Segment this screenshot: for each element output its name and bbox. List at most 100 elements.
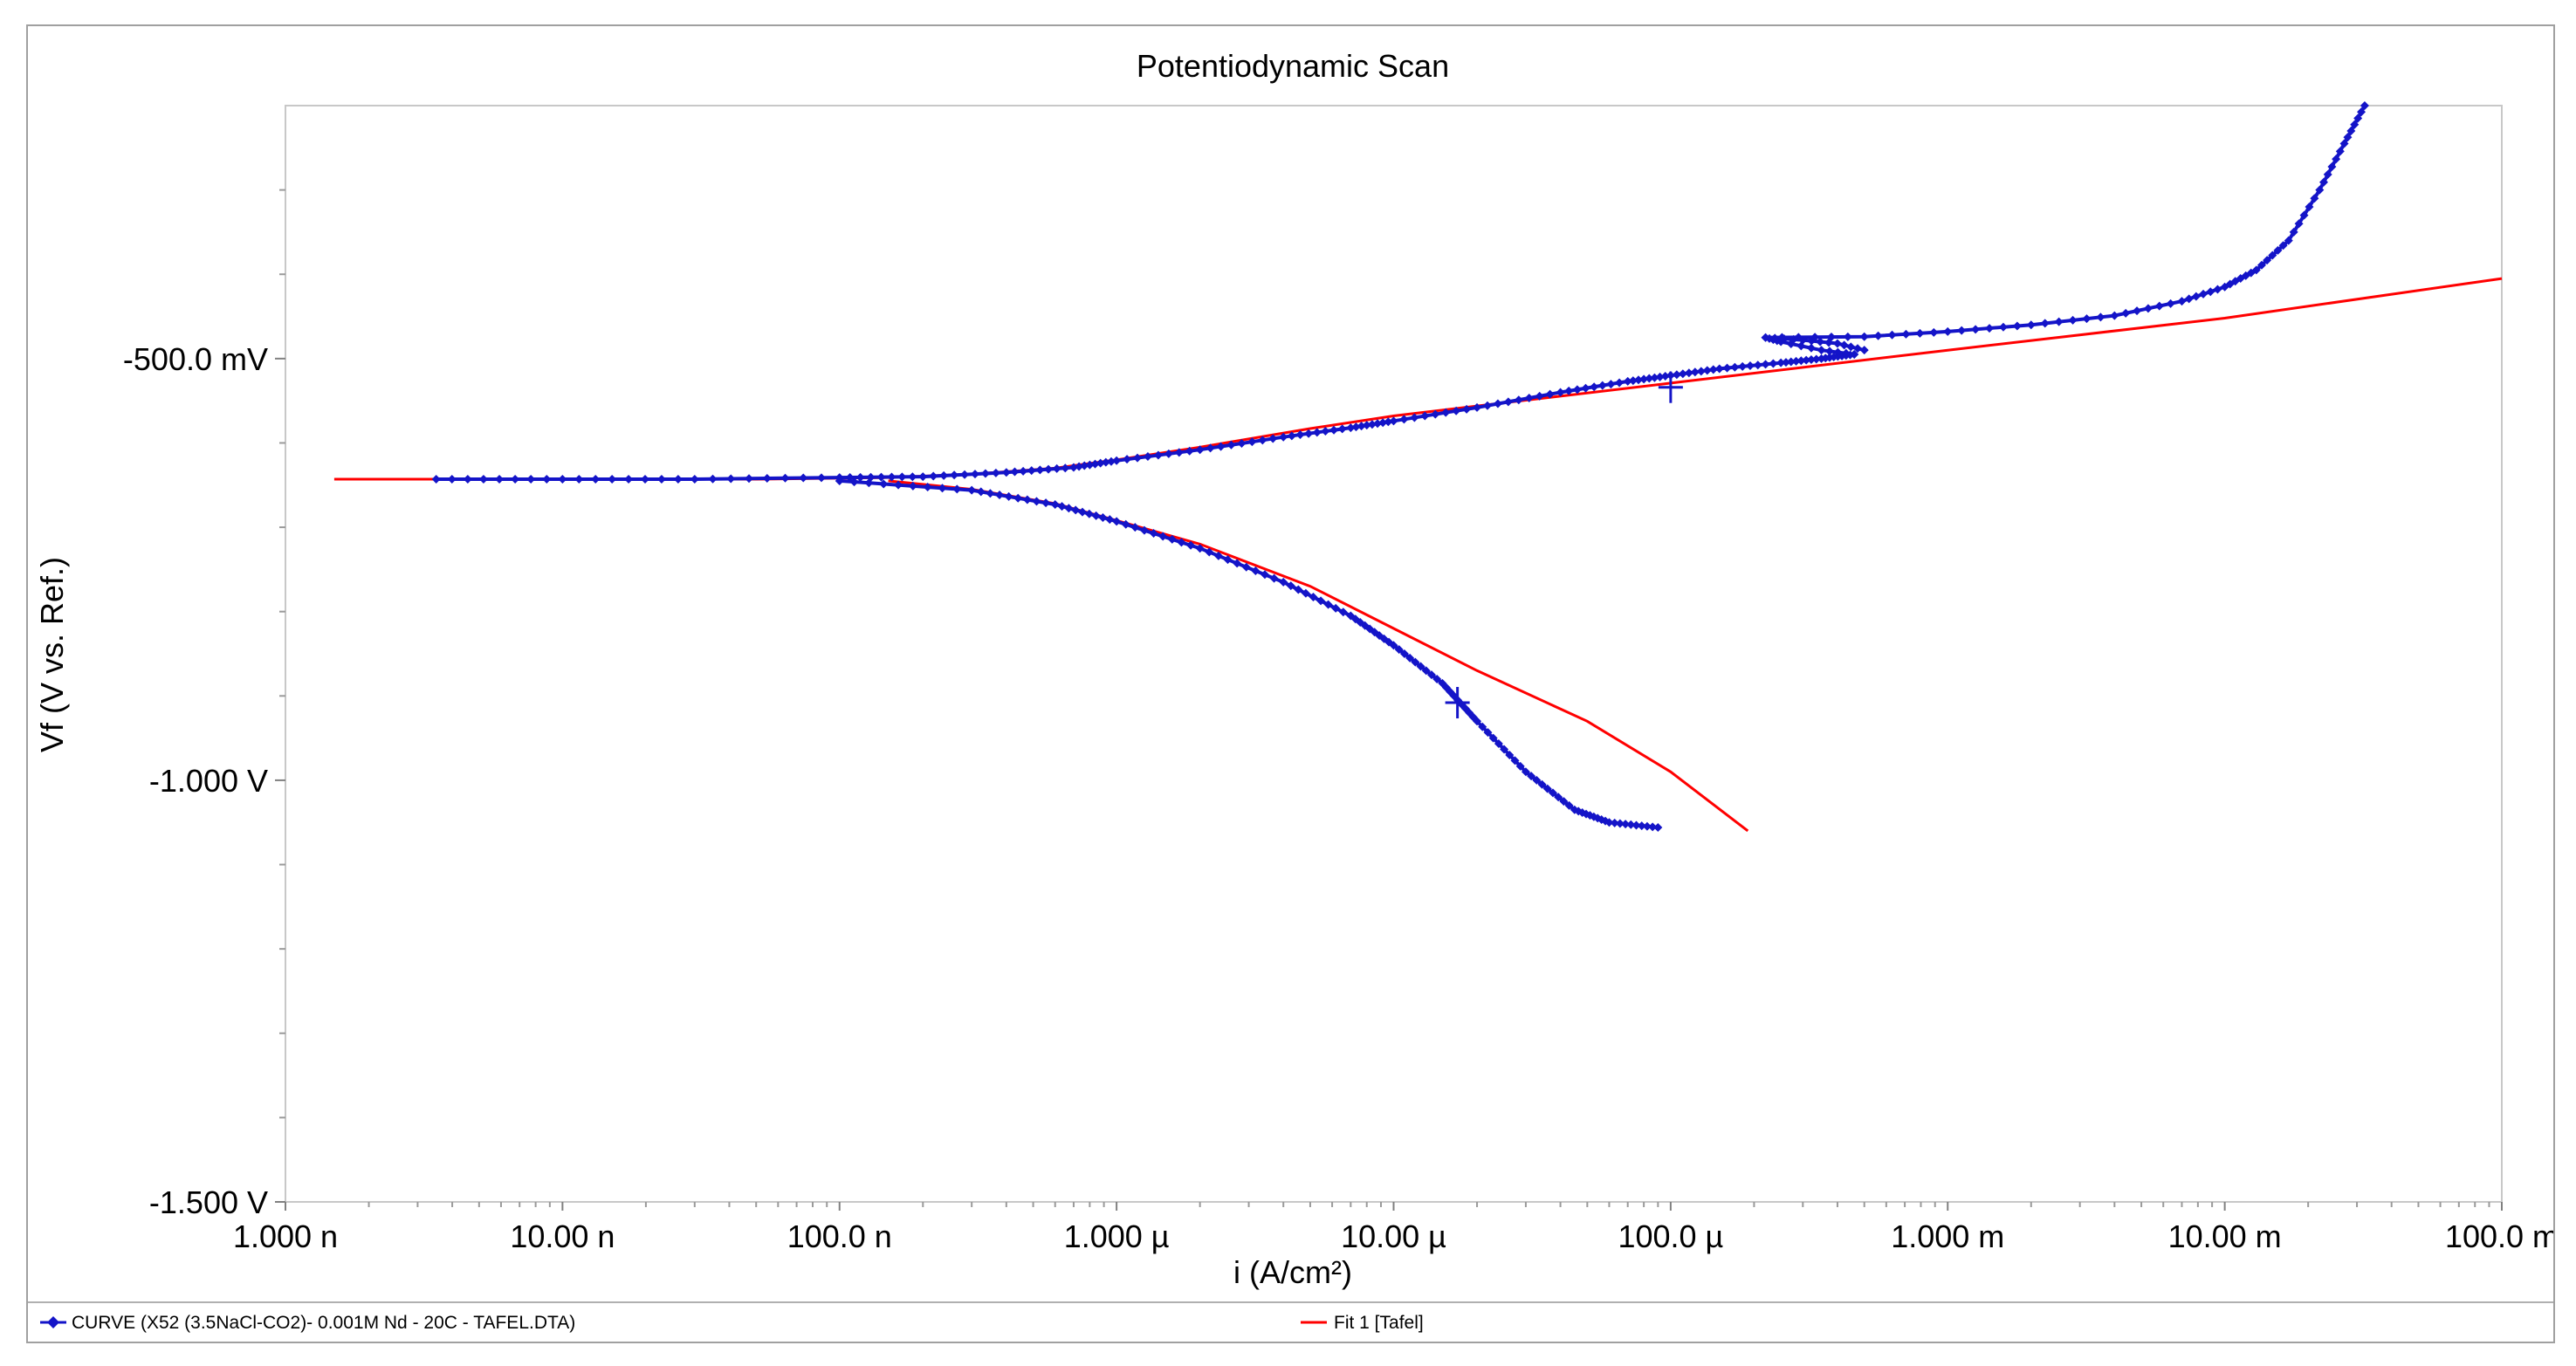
curve-point [1642, 821, 1652, 831]
curve-point [845, 472, 855, 482]
curve-point [2026, 320, 2036, 330]
curve-point [1542, 784, 1552, 793]
curve-point [799, 473, 808, 483]
curve-point [1032, 497, 1041, 506]
curve-point [1367, 420, 1377, 429]
curve-point [1323, 600, 1333, 609]
curve-point [2360, 101, 2369, 110]
curve-point [1802, 355, 1811, 365]
curve-point [849, 477, 859, 487]
curve-point [1653, 823, 1663, 833]
curve-point [1080, 461, 1089, 470]
curve-point [1510, 756, 1520, 765]
curve-point [2191, 292, 2201, 301]
curve-point [558, 475, 567, 484]
curve-point [1071, 505, 1081, 515]
curve-point [2177, 297, 2187, 306]
curve-point [2323, 169, 2332, 179]
curve-point [1590, 382, 1599, 392]
curve-point [1806, 343, 1816, 353]
curve-point [1378, 418, 1388, 428]
curve-point [1013, 493, 1023, 503]
curve-point [1503, 397, 1513, 407]
curve-point [1841, 348, 1851, 358]
curve-point [1426, 670, 1436, 680]
curve-point [1776, 358, 1786, 367]
curve-point [1678, 369, 1687, 379]
curve-point [1331, 603, 1341, 613]
curve-point [1777, 333, 1787, 342]
curve-point [1796, 356, 1806, 366]
curve-point [887, 472, 896, 482]
curve-point [1810, 333, 1820, 342]
curve-point [762, 474, 772, 484]
curve-point [1004, 491, 1013, 501]
curve-point [1112, 517, 1122, 526]
curve-point [1269, 573, 1279, 583]
curve-point [1061, 463, 1070, 473]
curve-point [1730, 362, 1740, 372]
curve-point [1786, 339, 1796, 348]
curve-point [1817, 346, 1826, 355]
curve-point [1887, 330, 1897, 340]
curve-point [1133, 453, 1143, 463]
curve-point [690, 475, 699, 484]
curve-point [1478, 722, 1487, 731]
curve-point [1044, 464, 1054, 474]
curve-point [991, 468, 1000, 477]
curve-point [1610, 818, 1619, 827]
curve-point [939, 470, 949, 480]
legend-label-fit: Fit 1 [Tafel] [1334, 1313, 1424, 1333]
y-tick-label: -500.0 mV [123, 341, 268, 377]
curve-point [1631, 820, 1641, 830]
curve-point [1394, 645, 1404, 655]
curve-point [1581, 383, 1590, 393]
curve-point [1035, 465, 1045, 475]
curve-point [1105, 515, 1115, 525]
curve-point [1532, 775, 1542, 785]
curve-point [1655, 372, 1665, 381]
curve-point [967, 485, 977, 495]
curve-point [1554, 793, 1563, 802]
curve-point [929, 471, 938, 481]
curve-point [2166, 299, 2175, 308]
curve-point [1309, 593, 1318, 602]
curve-point [1373, 419, 1383, 429]
curve-point [1722, 363, 1732, 373]
curve-point [591, 475, 601, 484]
curve-point [2257, 260, 2266, 270]
y-axis-ticks: -500.0 mV -1.000 V -1.500 V [123, 341, 285, 1220]
curve-point [2263, 256, 2272, 265]
curve-point [2110, 311, 2119, 320]
curve-point [876, 472, 886, 482]
curve-point [1564, 386, 1574, 395]
x-axis-ticks: 1.000 n 10.00 n 100.0 n 1.000 µ 10.00 µ 100.0… [233, 1202, 2553, 1254]
curve-point [1761, 333, 1770, 342]
curve-point [1312, 428, 1322, 437]
curve-point [1064, 504, 1074, 513]
curve-point [624, 475, 634, 484]
potentiodynamic-chart: Potentiodynamic Scan 1.000 n 10.00 n 100.0… [28, 48, 2553, 1333]
curve-point [1258, 436, 1267, 445]
curve-point [1384, 417, 1393, 427]
curve-point [463, 475, 472, 484]
curve-point [1690, 367, 1700, 377]
curve-point [1702, 366, 1712, 375]
curve-point [1650, 373, 1659, 382]
curve-point [2121, 308, 2131, 318]
curve-point [1628, 376, 1638, 386]
curve-point [1226, 440, 1236, 450]
curve-point [1096, 458, 1105, 468]
curve-point [1301, 588, 1310, 598]
curve-point [1521, 767, 1530, 777]
curve-point [1833, 347, 1843, 357]
curve-point [2278, 241, 2288, 251]
curve-point [478, 475, 488, 484]
curve-point [879, 479, 889, 489]
curve-point [726, 474, 736, 484]
x-tick-label: 1.000 m [1891, 1218, 2004, 1254]
curve-point [1794, 333, 1803, 342]
curve-point [1493, 399, 1502, 408]
curve-point [608, 475, 617, 484]
curve-point [2346, 126, 2356, 135]
